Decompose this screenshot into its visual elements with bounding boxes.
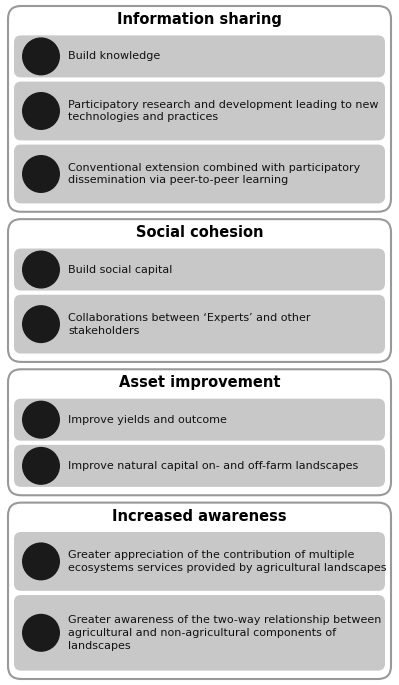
Text: Conventional extension combined with participatory
dissemination via peer-to-pee: Conventional extension combined with par… [68, 162, 360, 186]
Text: Participatory research and development leading to new
technologies and practices: Participatory research and development l… [68, 99, 379, 123]
FancyBboxPatch shape [14, 145, 385, 203]
Circle shape [22, 38, 60, 75]
FancyBboxPatch shape [14, 399, 385, 440]
Circle shape [22, 401, 60, 438]
FancyBboxPatch shape [14, 36, 385, 77]
Text: Improve natural capital on- and off-farm landscapes: Improve natural capital on- and off-farm… [68, 461, 358, 471]
FancyBboxPatch shape [8, 369, 391, 495]
FancyBboxPatch shape [14, 295, 385, 353]
Circle shape [22, 447, 60, 485]
Text: Information sharing: Information sharing [117, 12, 282, 27]
Text: Asset improvement: Asset improvement [119, 375, 280, 390]
Circle shape [22, 92, 60, 130]
Text: Social cohesion: Social cohesion [136, 225, 263, 240]
FancyBboxPatch shape [8, 6, 391, 212]
Circle shape [22, 543, 60, 580]
Text: Build social capital: Build social capital [68, 264, 172, 275]
FancyBboxPatch shape [14, 532, 385, 590]
Text: Build knowledge: Build knowledge [68, 51, 160, 62]
Circle shape [22, 305, 60, 343]
Text: Collaborations between ‘Experts’ and other
stakeholders: Collaborations between ‘Experts’ and oth… [68, 313, 310, 336]
Circle shape [22, 155, 60, 193]
FancyBboxPatch shape [8, 503, 391, 679]
FancyBboxPatch shape [14, 249, 385, 290]
FancyBboxPatch shape [8, 219, 391, 362]
FancyBboxPatch shape [14, 595, 385, 671]
Circle shape [22, 614, 60, 652]
Text: Increased awareness: Increased awareness [112, 509, 287, 524]
FancyBboxPatch shape [14, 445, 385, 487]
Text: Greater awareness of the two-way relationship between
agricultural and non-agric: Greater awareness of the two-way relatio… [68, 615, 381, 651]
Text: Improve yields and outcome: Improve yields and outcome [68, 414, 227, 425]
Circle shape [22, 251, 60, 288]
FancyBboxPatch shape [14, 82, 385, 140]
Text: Greater appreciation of the contribution of multiple
ecosystems services provide: Greater appreciation of the contribution… [68, 550, 387, 573]
